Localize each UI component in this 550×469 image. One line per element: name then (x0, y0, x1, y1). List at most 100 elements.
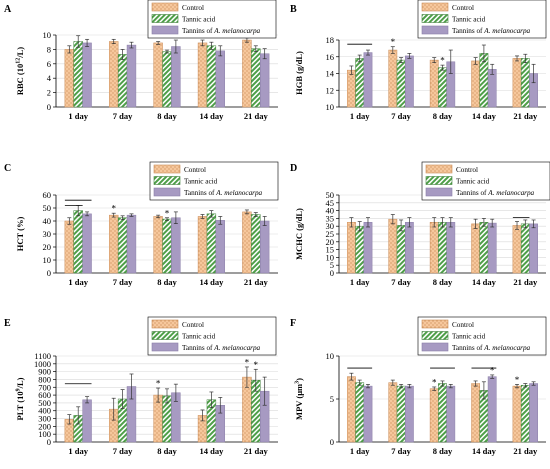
legend-label-part: A. melanocarpa (483, 344, 530, 352)
y-tick-label: 5 (330, 260, 334, 270)
x-category-label: 1 day (350, 277, 370, 287)
bar-control (347, 222, 356, 274)
x-category-label: 14 day (472, 111, 497, 121)
bar-tannic-acid (396, 225, 406, 274)
bar-tannic-acid (73, 41, 83, 108)
y-tick-label: 35 (326, 213, 335, 223)
bar-tannic-acid (251, 214, 261, 274)
x-category-label: 21 day (244, 277, 269, 287)
y-axis-title-part: HCT (%) (15, 217, 25, 252)
panel-letter: D (290, 163, 297, 174)
legend-label-0: Control (456, 166, 478, 174)
bar-tannic-acid (117, 54, 128, 108)
legend-label-1: Tannic acid (456, 178, 490, 186)
significance-star: * (111, 204, 116, 214)
bar-control (242, 39, 252, 108)
legend-label-0: Control (184, 166, 206, 174)
y-tick-label: 50 (326, 190, 335, 200)
y-axis-title: RBC (1012/L) (15, 47, 25, 95)
legend-label-part: A. melanocarpa (213, 344, 260, 352)
bar-control (471, 223, 481, 274)
significance-star: * (156, 379, 161, 389)
legend-swatch-0 (421, 2, 449, 12)
y-tick-label: 10 (43, 30, 52, 40)
y-tick-label: 30 (43, 229, 52, 239)
panel-c: C HCT (%) 0 10 20 30 40 50 60 * * 1 day 7 day 8 day 14… (4, 161, 279, 287)
panel-e: E PLT (109/L) 0100200300400500600700800900… (4, 316, 278, 456)
bar-melanocarpa (259, 220, 270, 274)
panel-letter: B (290, 4, 297, 15)
bar-control (429, 222, 439, 274)
bar-tannic-acid (73, 210, 83, 274)
y-tick-label: 0 (47, 437, 51, 447)
y-tick-label: 400 (38, 406, 51, 416)
y-axis-title-sup: 12 (16, 58, 22, 64)
bar-control (429, 59, 439, 108)
x-category-label: 1 day (68, 277, 88, 287)
bar-melanocarpa (82, 42, 92, 108)
x-category-label: 8 day (157, 277, 177, 287)
legend-label-1: Tannic acid (452, 16, 486, 24)
y-axis-title-part: ) (294, 378, 304, 381)
y-axis-title-part: MCHC (g/dL) (294, 208, 304, 260)
bar-tannic-acid (438, 67, 447, 108)
bar-melanocarpa (404, 385, 414, 443)
bar-melanocarpa (215, 220, 225, 274)
y-tick-label: 5 (330, 394, 334, 404)
y-tick-label: 0 (330, 268, 334, 278)
x-category-label: 7 day (391, 277, 411, 287)
y-tick-label: 30 (326, 221, 335, 231)
legend-swatch-1 (421, 331, 449, 340)
bar-tannic-acid (520, 384, 530, 443)
x-category-label: 8 day (157, 446, 177, 456)
bar-melanocarpa (404, 55, 414, 108)
legend-label-2: Tannins of A. melanocarpa (456, 189, 535, 197)
legend-label-part: Tannins of (182, 27, 214, 35)
y-axis-title: HCT (%) (15, 217, 25, 252)
legend-label-0: Control (182, 321, 204, 329)
legend-swatch-1 (151, 331, 179, 340)
bar-control (347, 376, 356, 443)
y-axis-title: MPV (μm3) (294, 378, 304, 420)
bar-melanocarpa (215, 50, 225, 108)
x-category-label: 1 day (350, 446, 370, 456)
y-tick-label: 0 (47, 102, 51, 112)
legend-swatch-2 (151, 342, 179, 352)
y-tick-label: 20 (326, 237, 335, 247)
legend: Control Tannic acid Tannins of A. melanoca… (147, 316, 277, 356)
legend-swatch-1 (425, 176, 453, 185)
bar-melanocarpa (82, 213, 92, 274)
x-category-label: 14 day (199, 277, 224, 287)
bar-melanocarpa (171, 46, 181, 108)
legend-swatch-2 (421, 25, 449, 35)
y-tick-label: 10 (43, 255, 52, 265)
y-axis-title: MCHC (g/dL) (294, 208, 304, 260)
legend-swatch-0 (421, 319, 449, 329)
y-tick-label: 1000 (34, 359, 51, 369)
legend: Control Tannic acid Tannins of A. melanoca… (149, 161, 279, 201)
legend-label-part: A. melanocarpa (483, 27, 530, 35)
bar-control (388, 49, 398, 108)
x-category-label: 21 day (244, 111, 269, 121)
legend-label-part: Tannins of (456, 189, 488, 197)
legend-label-part: A. melanocarpa (487, 189, 534, 197)
significance-star: * (165, 208, 170, 218)
legend-label-2: Tannins of A. melanocarpa (452, 27, 531, 35)
bar-melanocarpa (529, 223, 538, 274)
y-tick-label: 10 (326, 252, 335, 262)
legend-swatch-1 (153, 176, 181, 185)
y-tick-label: 14 (326, 69, 335, 79)
x-category-label: 8 day (433, 277, 453, 287)
bar-control (197, 42, 208, 108)
y-tick-label: 900 (38, 367, 51, 377)
bar-control (388, 382, 398, 443)
y-axis-title-part: /L) (15, 377, 25, 389)
x-category-label: 21 day (513, 277, 538, 287)
significance-star: * (432, 377, 437, 387)
y-tick-label: 40 (326, 206, 335, 216)
bar-tannic-acid (438, 383, 447, 443)
y-tick-label: 800 (38, 374, 51, 384)
significance-star: * (440, 56, 445, 66)
bar-tannic-acid (206, 45, 217, 108)
